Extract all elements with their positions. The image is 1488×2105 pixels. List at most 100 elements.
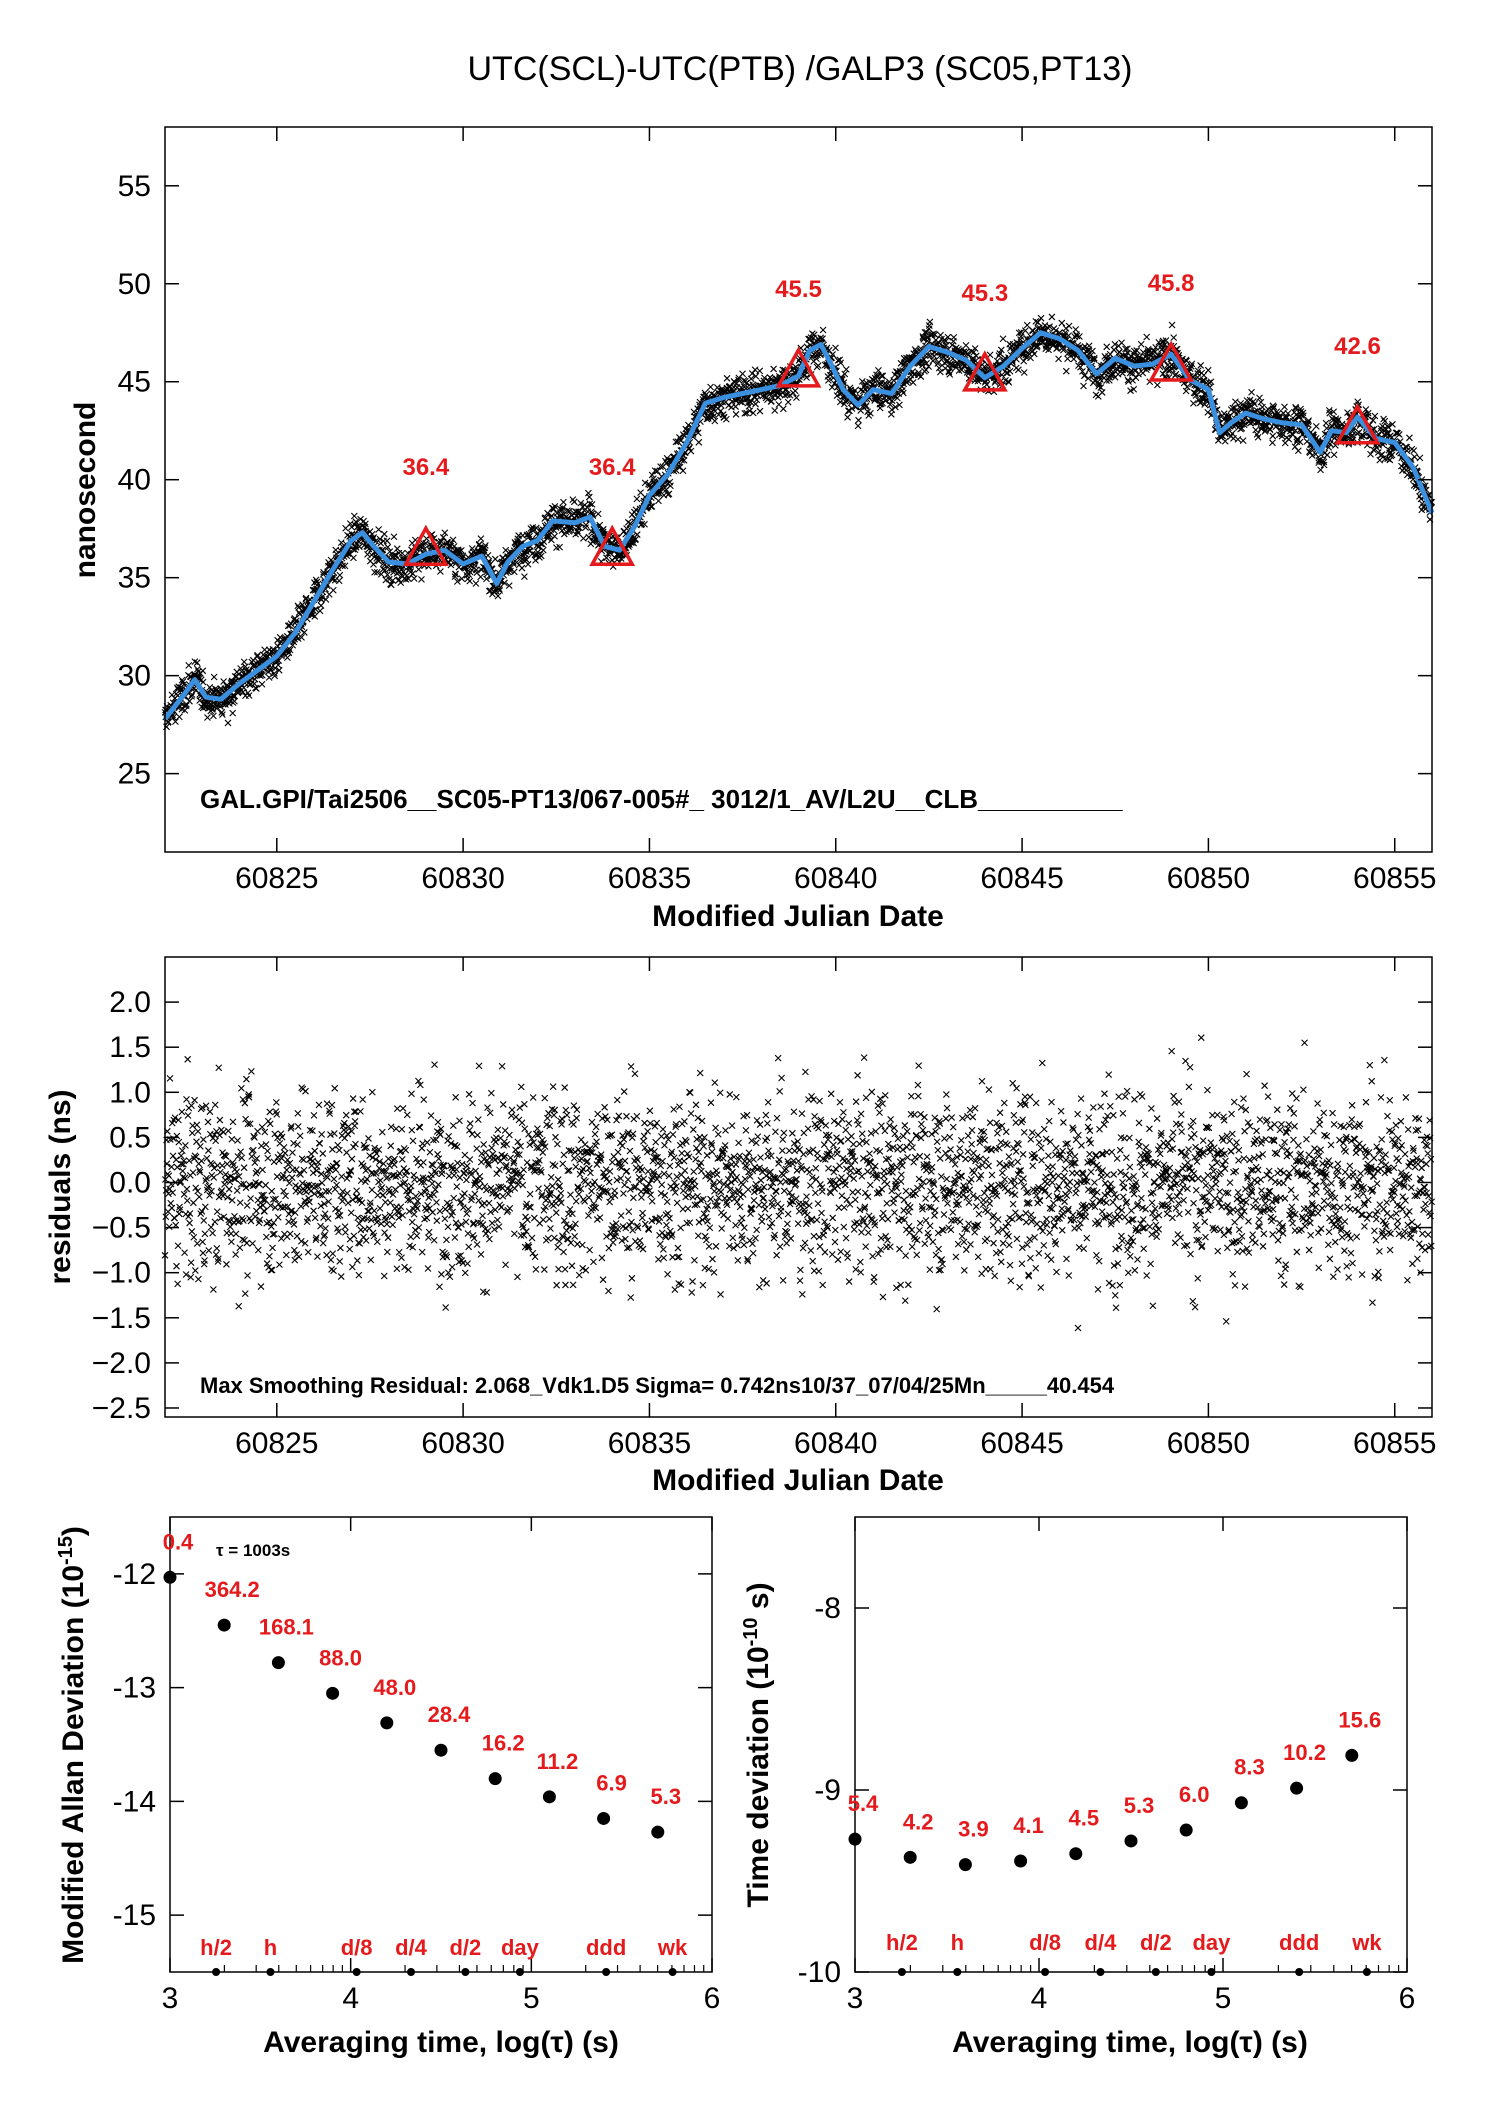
- residual-point: [494, 1126, 502, 1134]
- top-data-point: [707, 383, 714, 391]
- top-data-point: [1380, 415, 1387, 423]
- residual-point: [598, 1254, 606, 1262]
- residual-point: [368, 1186, 376, 1194]
- top-data-point: [317, 602, 325, 609]
- residual-point: [433, 1198, 440, 1206]
- residual-point: [581, 1141, 589, 1148]
- residual-point: [717, 1188, 725, 1196]
- residual-point: [229, 1118, 237, 1126]
- residual-point: [329, 1250, 337, 1258]
- residual-point: [760, 1194, 767, 1202]
- residual-point: [712, 1124, 719, 1132]
- residual-point: [206, 1108, 214, 1116]
- residual-point: [628, 1274, 636, 1282]
- residual-point: [465, 1090, 473, 1098]
- residual-point: [780, 1187, 788, 1195]
- top-data-point: [888, 406, 896, 414]
- residual-point: [658, 1132, 665, 1140]
- residual-point: [770, 1194, 777, 1202]
- marker-label: 45.5: [775, 276, 822, 303]
- top-data-point: [1281, 403, 1288, 411]
- residual-point: [282, 1174, 290, 1182]
- top-data-point: [1410, 447, 1418, 455]
- residual-point: [568, 1262, 576, 1270]
- residual-point: [578, 1155, 585, 1163]
- residual-point: [520, 1100, 528, 1108]
- residual-point: [194, 1128, 202, 1135]
- residual-point: [694, 1232, 702, 1240]
- residual-point: [620, 1190, 627, 1197]
- top-data-point: [510, 568, 518, 576]
- residual-point: [753, 1117, 761, 1124]
- residual-point: [663, 1198, 671, 1206]
- top-data-point: [1256, 394, 1263, 402]
- top-data-point: [844, 413, 851, 421]
- top-data-point: [577, 499, 585, 507]
- residual-point: [427, 1112, 435, 1119]
- residual-point: [605, 1178, 613, 1186]
- residual-point: [707, 1195, 714, 1203]
- residual-point: [469, 1099, 476, 1107]
- residual-point: [466, 1156, 474, 1163]
- residual-point: [530, 1214, 538, 1222]
- residual-point: [484, 1227, 492, 1235]
- residual-point: [740, 1224, 748, 1232]
- residual-point: [681, 1118, 688, 1125]
- residual-point: [659, 1245, 667, 1253]
- residual-point: [181, 1249, 188, 1256]
- top-data-point: [585, 493, 593, 501]
- residual-point: [355, 1271, 363, 1279]
- marker-label: 42.6: [1334, 333, 1381, 360]
- residual-point: [547, 1225, 554, 1232]
- residual-point: [184, 1055, 192, 1063]
- top-data-point: [1143, 333, 1151, 341]
- residual-point: [201, 1230, 209, 1238]
- residual-point: [785, 1147, 793, 1155]
- residual-point: [399, 1105, 407, 1112]
- residual-point: [280, 1144, 288, 1151]
- top-data-point: [229, 709, 237, 717]
- residual-point: [288, 1174, 296, 1182]
- residual-point: [502, 1261, 509, 1269]
- residual-point: [571, 1232, 579, 1240]
- residual-point: [261, 1207, 268, 1215]
- residual-point: [561, 1084, 569, 1091]
- top-data-point: [574, 529, 582, 537]
- residual-point: [175, 1116, 182, 1124]
- top-data-point: [1103, 343, 1111, 351]
- residual-point: [243, 1202, 251, 1209]
- residual-point: [262, 1141, 270, 1148]
- residual-point: [379, 1191, 387, 1199]
- residual-point: [201, 1257, 208, 1264]
- residual-point: [623, 1167, 631, 1175]
- residual-point: [267, 1266, 275, 1274]
- top-data-point: [556, 543, 563, 551]
- residual-point: [450, 1194, 458, 1202]
- residual-point: [539, 1149, 547, 1156]
- residual-point: [724, 1215, 732, 1222]
- residual-point: [732, 1093, 740, 1101]
- residual-point: [316, 1140, 324, 1147]
- residual-point: [585, 1194, 593, 1201]
- residual-point: [599, 1276, 607, 1284]
- top-data-point: [392, 551, 400, 559]
- residual-point: [169, 1189, 177, 1196]
- residual-point: [453, 1183, 461, 1190]
- residual-point: [699, 1216, 706, 1224]
- residual-point: [165, 1172, 173, 1180]
- residual-point: [681, 1167, 689, 1175]
- residual-point: [270, 1158, 278, 1166]
- residual-point: [486, 1235, 493, 1243]
- top-data-point: [286, 646, 294, 654]
- residual-point: [563, 1227, 570, 1235]
- residual-point: [485, 1199, 493, 1207]
- residual-point: [233, 1187, 241, 1195]
- top-data-point: [1182, 387, 1190, 395]
- top-data-point: [370, 534, 378, 541]
- residual-point: [622, 1224, 630, 1232]
- residual-point: [283, 1166, 291, 1174]
- residual-point: [620, 1088, 628, 1095]
- residual-point: [617, 1212, 625, 1220]
- residual-point: [294, 1123, 302, 1130]
- top-data-point: [770, 365, 778, 373]
